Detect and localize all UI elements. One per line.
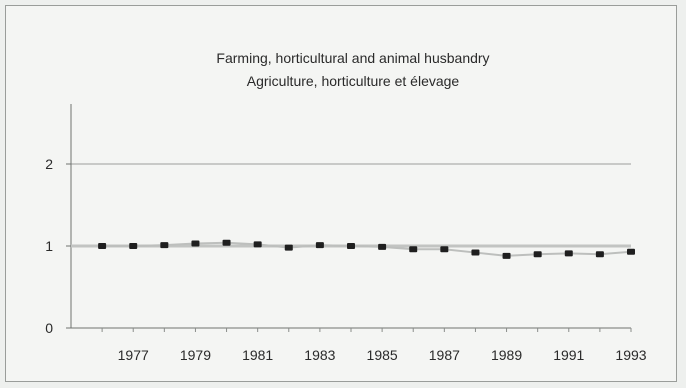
x-tick-label-1983: 1983 [304,347,335,363]
series-layer [98,239,635,259]
x-tick-label-1981: 1981 [242,347,273,363]
series-line-0 [102,241,632,257]
data-point-1989 [502,252,511,259]
y-tick-label-2: 2 [45,156,53,172]
x-tick-labels: 1977 1979 1981 1983 1985 1987 1989 1991 1993 [118,347,647,363]
x-tick-label-1987: 1987 [429,347,460,363]
axes [66,104,632,332]
data-point-1990 [533,251,542,258]
chart-title: Farming, horticultural and animal husban… [216,50,489,66]
x-tick-label-1993: 1993 [615,347,646,363]
data-point-1991 [564,250,573,257]
y-tick-labels: 0 1 2 [45,156,53,336]
data-point-1983 [315,242,324,249]
data-point-1981 [253,241,262,248]
data-point-1993 [627,248,635,255]
data-point-1987 [440,246,449,253]
chart-frame: Farming, horticultural and animal husban… [5,5,677,382]
data-point-1986 [409,246,418,253]
chart-subtitle: Agriculture, horticulture et élevage [247,73,460,89]
x-tick-label-1989: 1989 [491,347,522,363]
grid-lines [71,163,631,247]
data-point-1978 [160,242,169,249]
data-point-1985 [378,243,387,250]
data-point-1977 [129,243,138,249]
data-point-1976 [98,243,107,249]
data-point-1979 [191,240,200,247]
data-point-1988 [471,249,480,256]
data-point-1980 [222,239,231,246]
line-chart: Farming, horticultural and animal husban… [45,50,647,363]
x-tick-label-1977: 1977 [118,347,149,363]
x-tick-label-1979: 1979 [180,347,211,363]
y-tick-label-0: 0 [45,320,53,336]
data-point-1982 [284,244,293,251]
y-tick-label-1: 1 [45,238,53,254]
data-point-1992 [595,251,604,258]
x-tick-label-1991: 1991 [553,347,584,363]
x-tick-label-1985: 1985 [367,347,398,363]
data-point-1984 [347,243,355,249]
